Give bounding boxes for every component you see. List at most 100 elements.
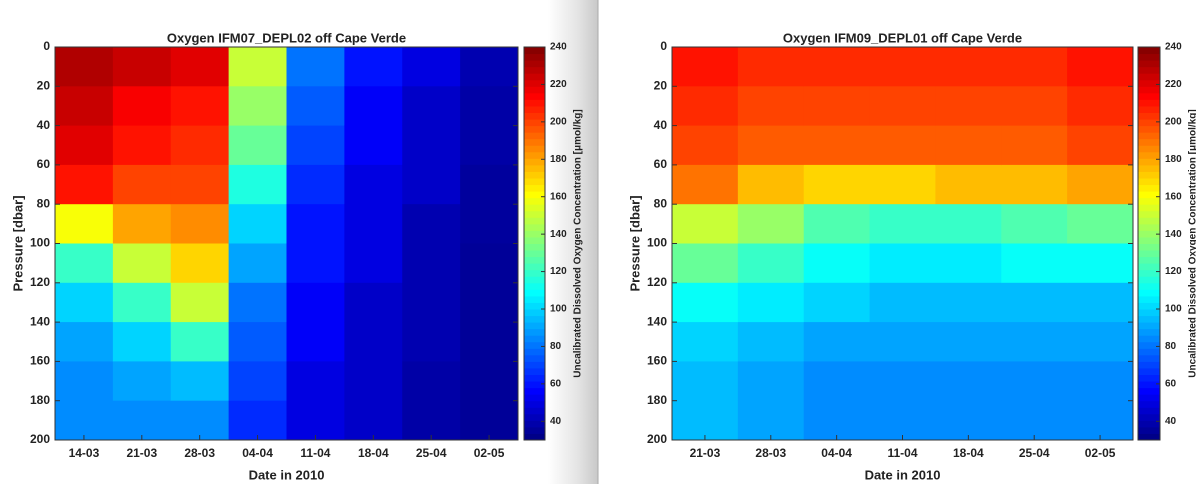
heatmap-cell <box>228 400 287 441</box>
colorbar-segment <box>524 243 545 251</box>
y-tick-label: 0 <box>43 39 50 53</box>
heatmap-cell <box>935 282 1002 323</box>
y-tick-label: 200 <box>647 432 667 446</box>
colorbar-segment <box>524 92 545 100</box>
colorbar-tick-label: 220 <box>550 79 567 90</box>
heatmap-cell <box>1067 361 1134 402</box>
colorbar-segment <box>524 322 545 330</box>
heatmap-cell <box>672 204 739 244</box>
colorbar-segment <box>524 407 545 415</box>
colorbar-label: Uncalibrated Dissolved Oxygen Concentrat… <box>573 109 584 377</box>
heatmap-cell <box>672 322 739 362</box>
colorbar-segment <box>1138 256 1160 264</box>
heatmap-cell <box>55 400 114 441</box>
colorbar-segment <box>524 315 545 323</box>
colorbar-segment <box>524 341 545 349</box>
heatmap-cell <box>228 204 287 244</box>
heatmap-cell <box>460 282 519 323</box>
heatmap-cell <box>286 164 345 205</box>
heatmap-cell <box>1067 125 1134 166</box>
heatmap-cell <box>402 125 461 166</box>
heatmap-cell <box>869 86 936 127</box>
colorbar-segment <box>1138 381 1160 389</box>
heatmap-cell <box>112 361 172 402</box>
colorbar-segment <box>1138 60 1160 68</box>
heatmap-cell <box>402 400 461 441</box>
colorbar-segment <box>1138 66 1160 74</box>
heatmap-cell <box>344 204 403 244</box>
x-tick-label: 25-04 <box>1019 446 1050 460</box>
colorbar-segment <box>524 400 545 408</box>
heatmap-cell <box>935 243 1002 284</box>
heatmap-cell <box>1001 164 1068 205</box>
y-tick-label: 60 <box>654 157 668 171</box>
colorbar-segment <box>1138 178 1160 186</box>
colorbar-segment <box>524 86 545 94</box>
colorbar-segment <box>1138 328 1160 336</box>
x-tick-label: 11-04 <box>300 446 330 460</box>
colorbar-segment <box>524 230 545 238</box>
heatmap-cell <box>286 400 345 441</box>
colorbar-segment <box>524 184 545 192</box>
y-tick-label: 40 <box>654 118 668 132</box>
heatmap-cell <box>1001 400 1068 441</box>
page-fold <box>548 0 598 484</box>
colorbar-segment <box>524 125 545 133</box>
heatmap-cell <box>228 282 287 323</box>
heatmap-cell <box>460 243 519 284</box>
heatmap-cell <box>228 361 287 402</box>
heatmap-cell <box>460 47 519 87</box>
colorbar-segment <box>1138 394 1160 402</box>
colorbar-segment <box>524 164 545 172</box>
heatmap-cell <box>672 400 739 441</box>
colorbar-segment <box>524 151 545 159</box>
colorbar-segment <box>524 263 545 271</box>
heatmap-cell <box>803 86 871 127</box>
heatmap-cell <box>112 204 172 244</box>
heatmap-cell <box>1001 282 1068 323</box>
heatmap-cell <box>344 282 403 323</box>
heatmap-cell <box>170 47 230 87</box>
colorbar-segment <box>1138 164 1160 172</box>
colorbar-segment <box>524 426 545 434</box>
colorbar-tick-label: 240 <box>550 42 567 53</box>
colorbar-segment <box>1138 92 1160 100</box>
colorbar-segment <box>524 335 545 343</box>
colorbar-segment <box>1138 132 1160 140</box>
colorbar-segment <box>1138 302 1160 310</box>
heatmap-cell <box>112 47 172 87</box>
colorbar-tick-label: 60 <box>550 378 562 389</box>
colorbar-segment <box>1138 151 1160 159</box>
heatmap-cell <box>737 243 805 284</box>
heatmap-cell <box>1067 47 1134 87</box>
heatmap-cell <box>672 86 739 127</box>
heatmap-cell <box>228 125 287 166</box>
heatmap-cell <box>672 282 739 323</box>
colorbar-segment <box>524 236 545 244</box>
y-tick-label: 120 <box>30 275 50 289</box>
heatmap-cell <box>672 361 739 402</box>
x-axis-label: Date in 2010 <box>249 467 325 482</box>
heatmap-cell <box>402 47 461 87</box>
colorbar-segment <box>524 348 545 356</box>
colorbar-segment <box>1138 269 1160 277</box>
colorbar-segment <box>1138 250 1160 258</box>
y-tick-label: 120 <box>647 275 667 289</box>
colorbar-segment <box>524 217 545 225</box>
colorbar-segment <box>524 204 545 212</box>
heatmap-cell <box>402 204 461 244</box>
heatmap-cell <box>170 204 230 244</box>
colorbar-tick-label: 120 <box>1165 266 1182 277</box>
heatmap-cell <box>803 322 871 362</box>
x-tick-label: 14-03 <box>69 446 100 460</box>
heatmap-cell <box>935 204 1002 244</box>
heatmap-cell <box>737 322 805 362</box>
colorbar-segment <box>1138 367 1160 375</box>
heatmap-cell <box>112 282 172 323</box>
heatmap-cell <box>672 243 739 284</box>
heatmap-cell <box>286 361 345 402</box>
x-tick-label: 02-05 <box>474 446 505 460</box>
heatmap-cell <box>935 400 1002 441</box>
colorbar-segment <box>1138 99 1160 107</box>
heatmap-cell <box>869 125 936 166</box>
